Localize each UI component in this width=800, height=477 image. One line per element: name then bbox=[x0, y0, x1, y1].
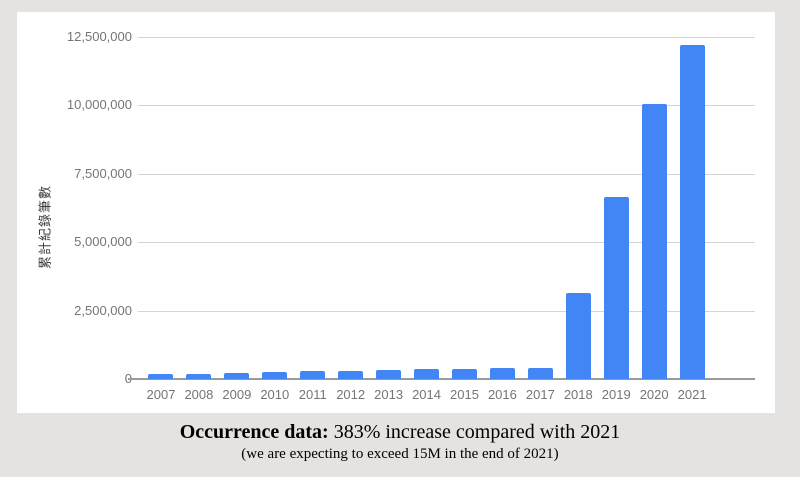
x-tick-label-2008: 2008 bbox=[184, 387, 214, 402]
bar-slot-2008: 2008 bbox=[180, 37, 218, 402]
x-tick-label-2017: 2017 bbox=[525, 387, 555, 402]
bar-2010 bbox=[262, 372, 288, 379]
caption-sub: (we are expecting to exceed 15M in the e… bbox=[241, 446, 559, 462]
bar-slot-2009: 2009 bbox=[218, 37, 256, 402]
bar-2020 bbox=[641, 104, 667, 379]
y-tick-label: 0 bbox=[27, 371, 132, 387]
bar-2021 bbox=[679, 45, 705, 379]
y-tick-label: 2,500,000 bbox=[74, 302, 132, 318]
x-tick-label-2010: 2010 bbox=[260, 387, 290, 402]
gridline bbox=[138, 173, 755, 175]
x-tick-label-2007: 2007 bbox=[146, 387, 176, 402]
x-tick-label-2011: 2011 bbox=[298, 387, 327, 402]
x-tick-label-2019: 2019 bbox=[601, 387, 631, 402]
caption-main-rest: 383% increase compared with 2021 bbox=[328, 421, 621, 443]
bar-2011 bbox=[300, 370, 326, 379]
bar-slot-2016: 2016 bbox=[483, 37, 521, 402]
bar-2018 bbox=[565, 292, 591, 379]
bar-slot-2019: 2019 bbox=[597, 37, 635, 402]
bar-2013 bbox=[376, 370, 402, 379]
plot-area: 2007 2008 2009 2010 2011 2012 2013 2014 2015 2016… bbox=[128, 37, 755, 402]
bar-2007 bbox=[148, 373, 174, 379]
bar-slot-2014: 2014 bbox=[408, 37, 446, 402]
y-tick-label: 7,500,000 bbox=[74, 165, 132, 181]
bar-slot-2013: 2013 bbox=[370, 37, 408, 402]
x-tick-label-2012: 2012 bbox=[336, 387, 366, 402]
bar-slot-2020: 2020 bbox=[635, 37, 673, 402]
chart-panel: 累計紀錄筆數 12,500,000 10,000,000 7,500,000 5,00… bbox=[17, 12, 775, 413]
caption-main: Occurrence data: 383% increase compared … bbox=[0, 420, 800, 445]
y-tick-label: 12,500,000 bbox=[66, 29, 132, 44]
bar-2019 bbox=[603, 197, 629, 379]
bar-2014 bbox=[414, 368, 440, 379]
bar-2016 bbox=[489, 368, 515, 379]
bar-slot-2011: 2011 bbox=[294, 37, 332, 402]
gridline bbox=[138, 242, 755, 244]
x-tick-label-2015: 2015 bbox=[450, 387, 479, 402]
bar-2009 bbox=[224, 373, 250, 379]
bar-slot-2018: 2018 bbox=[559, 37, 597, 402]
bar-slot-2007: 2007 bbox=[142, 37, 180, 402]
bar-2012 bbox=[338, 370, 364, 379]
x-tick-label-2013: 2013 bbox=[374, 387, 404, 402]
bar-slot-2017: 2017 bbox=[521, 37, 559, 402]
x-tick-label-2016: 2016 bbox=[487, 387, 517, 402]
y-axis-title: 累計紀錄筆數 bbox=[37, 184, 53, 270]
x-tick-label-2020: 2020 bbox=[639, 387, 669, 402]
y-tick-label: 10,000,000 bbox=[66, 97, 132, 113]
bar-slot-2010: 2010 bbox=[256, 37, 294, 402]
x-tick-label-2014: 2014 bbox=[412, 387, 441, 402]
gridline bbox=[138, 37, 755, 38]
y-tick-label: 5,000,000 bbox=[74, 234, 132, 250]
bar-slot-2021: 2021 bbox=[673, 37, 711, 402]
x-tick-label-2009: 2009 bbox=[222, 387, 252, 402]
bar-2017 bbox=[527, 368, 553, 379]
bar-2008 bbox=[186, 373, 212, 379]
caption-main-bold: Occurrence data: bbox=[179, 421, 329, 443]
x-tick-label-2021: 2021 bbox=[677, 387, 707, 402]
bars-container: 2007 2008 2009 2010 2011 2012 2013 2014 2015 2016… bbox=[142, 37, 711, 402]
caption: Occurrence data: 383% increase compared … bbox=[0, 420, 800, 464]
x-axis-line bbox=[128, 378, 755, 380]
gridline bbox=[138, 105, 755, 107]
gridline bbox=[138, 310, 755, 312]
bar-slot-2015: 2015 bbox=[446, 37, 484, 402]
x-tick-label-2018: 2018 bbox=[563, 387, 593, 402]
bar-2015 bbox=[451, 369, 477, 379]
bar-slot-2012: 2012 bbox=[332, 37, 370, 402]
